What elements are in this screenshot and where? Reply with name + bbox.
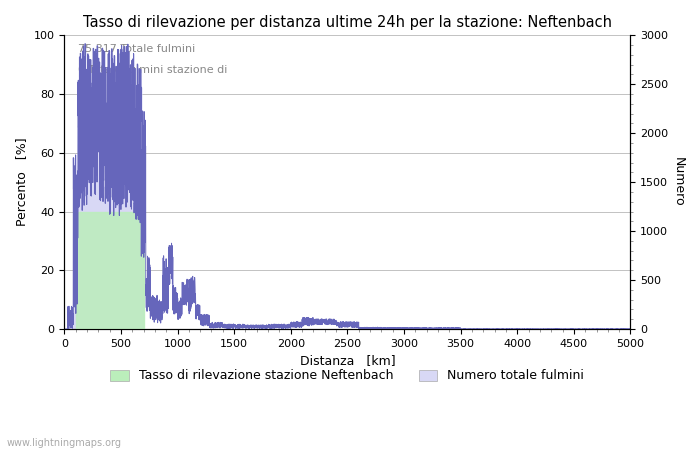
Legend: Tasso di rilevazione stazione Neftenbach, Numero totale fulmini: Tasso di rilevazione stazione Neftenbach… xyxy=(106,364,589,387)
Text: www.lightningmaps.org: www.lightningmaps.org xyxy=(7,438,122,448)
Y-axis label: Percento   [%]: Percento [%] xyxy=(15,138,28,226)
Title: Tasso di rilevazione per distanza ultime 24h per la stazione: Neftenbach: Tasso di rilevazione per distanza ultime… xyxy=(83,15,612,30)
Text: 0 Totale fulmini stazione di: 0 Totale fulmini stazione di xyxy=(78,65,228,75)
Text: 75.317 Totale fulmini: 75.317 Totale fulmini xyxy=(78,44,196,54)
X-axis label: Distanza   [km]: Distanza [km] xyxy=(300,354,395,367)
Polygon shape xyxy=(76,212,144,329)
Y-axis label: Numero: Numero xyxy=(672,158,685,207)
